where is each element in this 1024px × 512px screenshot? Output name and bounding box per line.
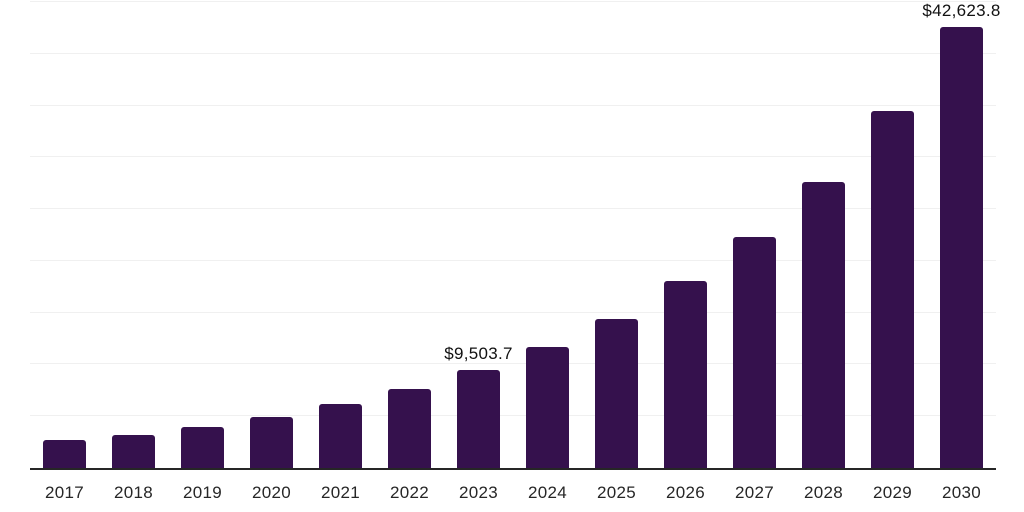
gridline-35000 bbox=[30, 104, 996, 106]
x-tick-2027: 2027 bbox=[734, 483, 775, 502]
gridline-20000 bbox=[30, 259, 996, 261]
bar-slot-2028 bbox=[789, 2, 858, 468]
bar-slot-2023: $9,503.7 bbox=[444, 2, 513, 468]
bar-slot-2024 bbox=[513, 2, 582, 468]
gridline-10000 bbox=[30, 363, 996, 365]
x-tick-2023: 2023 bbox=[458, 483, 499, 502]
gridline-15000 bbox=[30, 311, 996, 313]
bar-slot-2021 bbox=[306, 2, 375, 468]
gridline-25000 bbox=[30, 208, 996, 210]
bar-slot-2019 bbox=[168, 2, 237, 468]
bar-slot-2018 bbox=[99, 2, 168, 468]
bar-slot-2017 bbox=[30, 2, 99, 468]
bar-2027 bbox=[733, 237, 776, 468]
bar-series: $9,503.7 $42,623.8 bbox=[30, 1, 1000, 468]
value-label-2030: $42,623.8 bbox=[922, 0, 1001, 20]
x-tick-2029: 2029 bbox=[872, 483, 913, 502]
bar-2026 bbox=[664, 281, 707, 468]
x-tick-2028: 2028 bbox=[803, 483, 844, 502]
x-tick-2020: 2020 bbox=[251, 483, 292, 502]
bar-slot-2030: $42,623.8 bbox=[922, 1, 1000, 468]
bar-2021 bbox=[319, 404, 362, 468]
x-tick-2030: 2030 bbox=[941, 483, 982, 502]
bar-2025 bbox=[595, 318, 638, 468]
value-label-2023: $9,503.7 bbox=[444, 343, 513, 363]
bar-slot-2026 bbox=[651, 2, 720, 468]
bar-slot-2025 bbox=[582, 2, 651, 468]
bar-2018 bbox=[112, 434, 155, 468]
x-tick-2019: 2019 bbox=[182, 483, 223, 502]
bar-2022 bbox=[388, 389, 431, 468]
x-axis: 2017 2018 2019 2020 2021 2022 2023 2024 2025 2026… bbox=[30, 472, 996, 503]
bar-2019 bbox=[181, 426, 224, 468]
x-tick-2022: 2022 bbox=[389, 483, 430, 502]
bar-slot-2027 bbox=[720, 2, 789, 468]
gridline-45000 bbox=[30, 1, 996, 2]
bar-2024 bbox=[526, 346, 569, 468]
x-tick-2018: 2018 bbox=[113, 483, 154, 502]
gridline-30000 bbox=[30, 156, 996, 158]
bar-slot-2020 bbox=[237, 2, 306, 468]
gridline-5000 bbox=[30, 415, 996, 417]
bar-slot-2022 bbox=[375, 2, 444, 468]
bar-slot-2029 bbox=[858, 2, 927, 468]
bar-2023 bbox=[457, 369, 500, 468]
bar-2020 bbox=[250, 416, 293, 468]
x-tick-2017: 2017 bbox=[44, 483, 85, 502]
bar-2017 bbox=[43, 440, 86, 468]
x-tick-2021: 2021 bbox=[320, 483, 361, 502]
x-tick-2025: 2025 bbox=[596, 483, 637, 502]
bar-chart: $9,503.7 $42,623.8 2017 2018 2019 2020 2021 20… bbox=[30, 0, 1000, 512]
x-tick-2024: 2024 bbox=[527, 483, 568, 502]
bar-2029 bbox=[871, 111, 914, 468]
plot-area: $9,503.7 $42,623.8 bbox=[30, 1, 1000, 470]
bar-2028 bbox=[802, 181, 845, 468]
x-tick-2026: 2026 bbox=[665, 483, 706, 502]
bar-2030 bbox=[940, 26, 983, 468]
gridline-40000 bbox=[30, 52, 996, 54]
